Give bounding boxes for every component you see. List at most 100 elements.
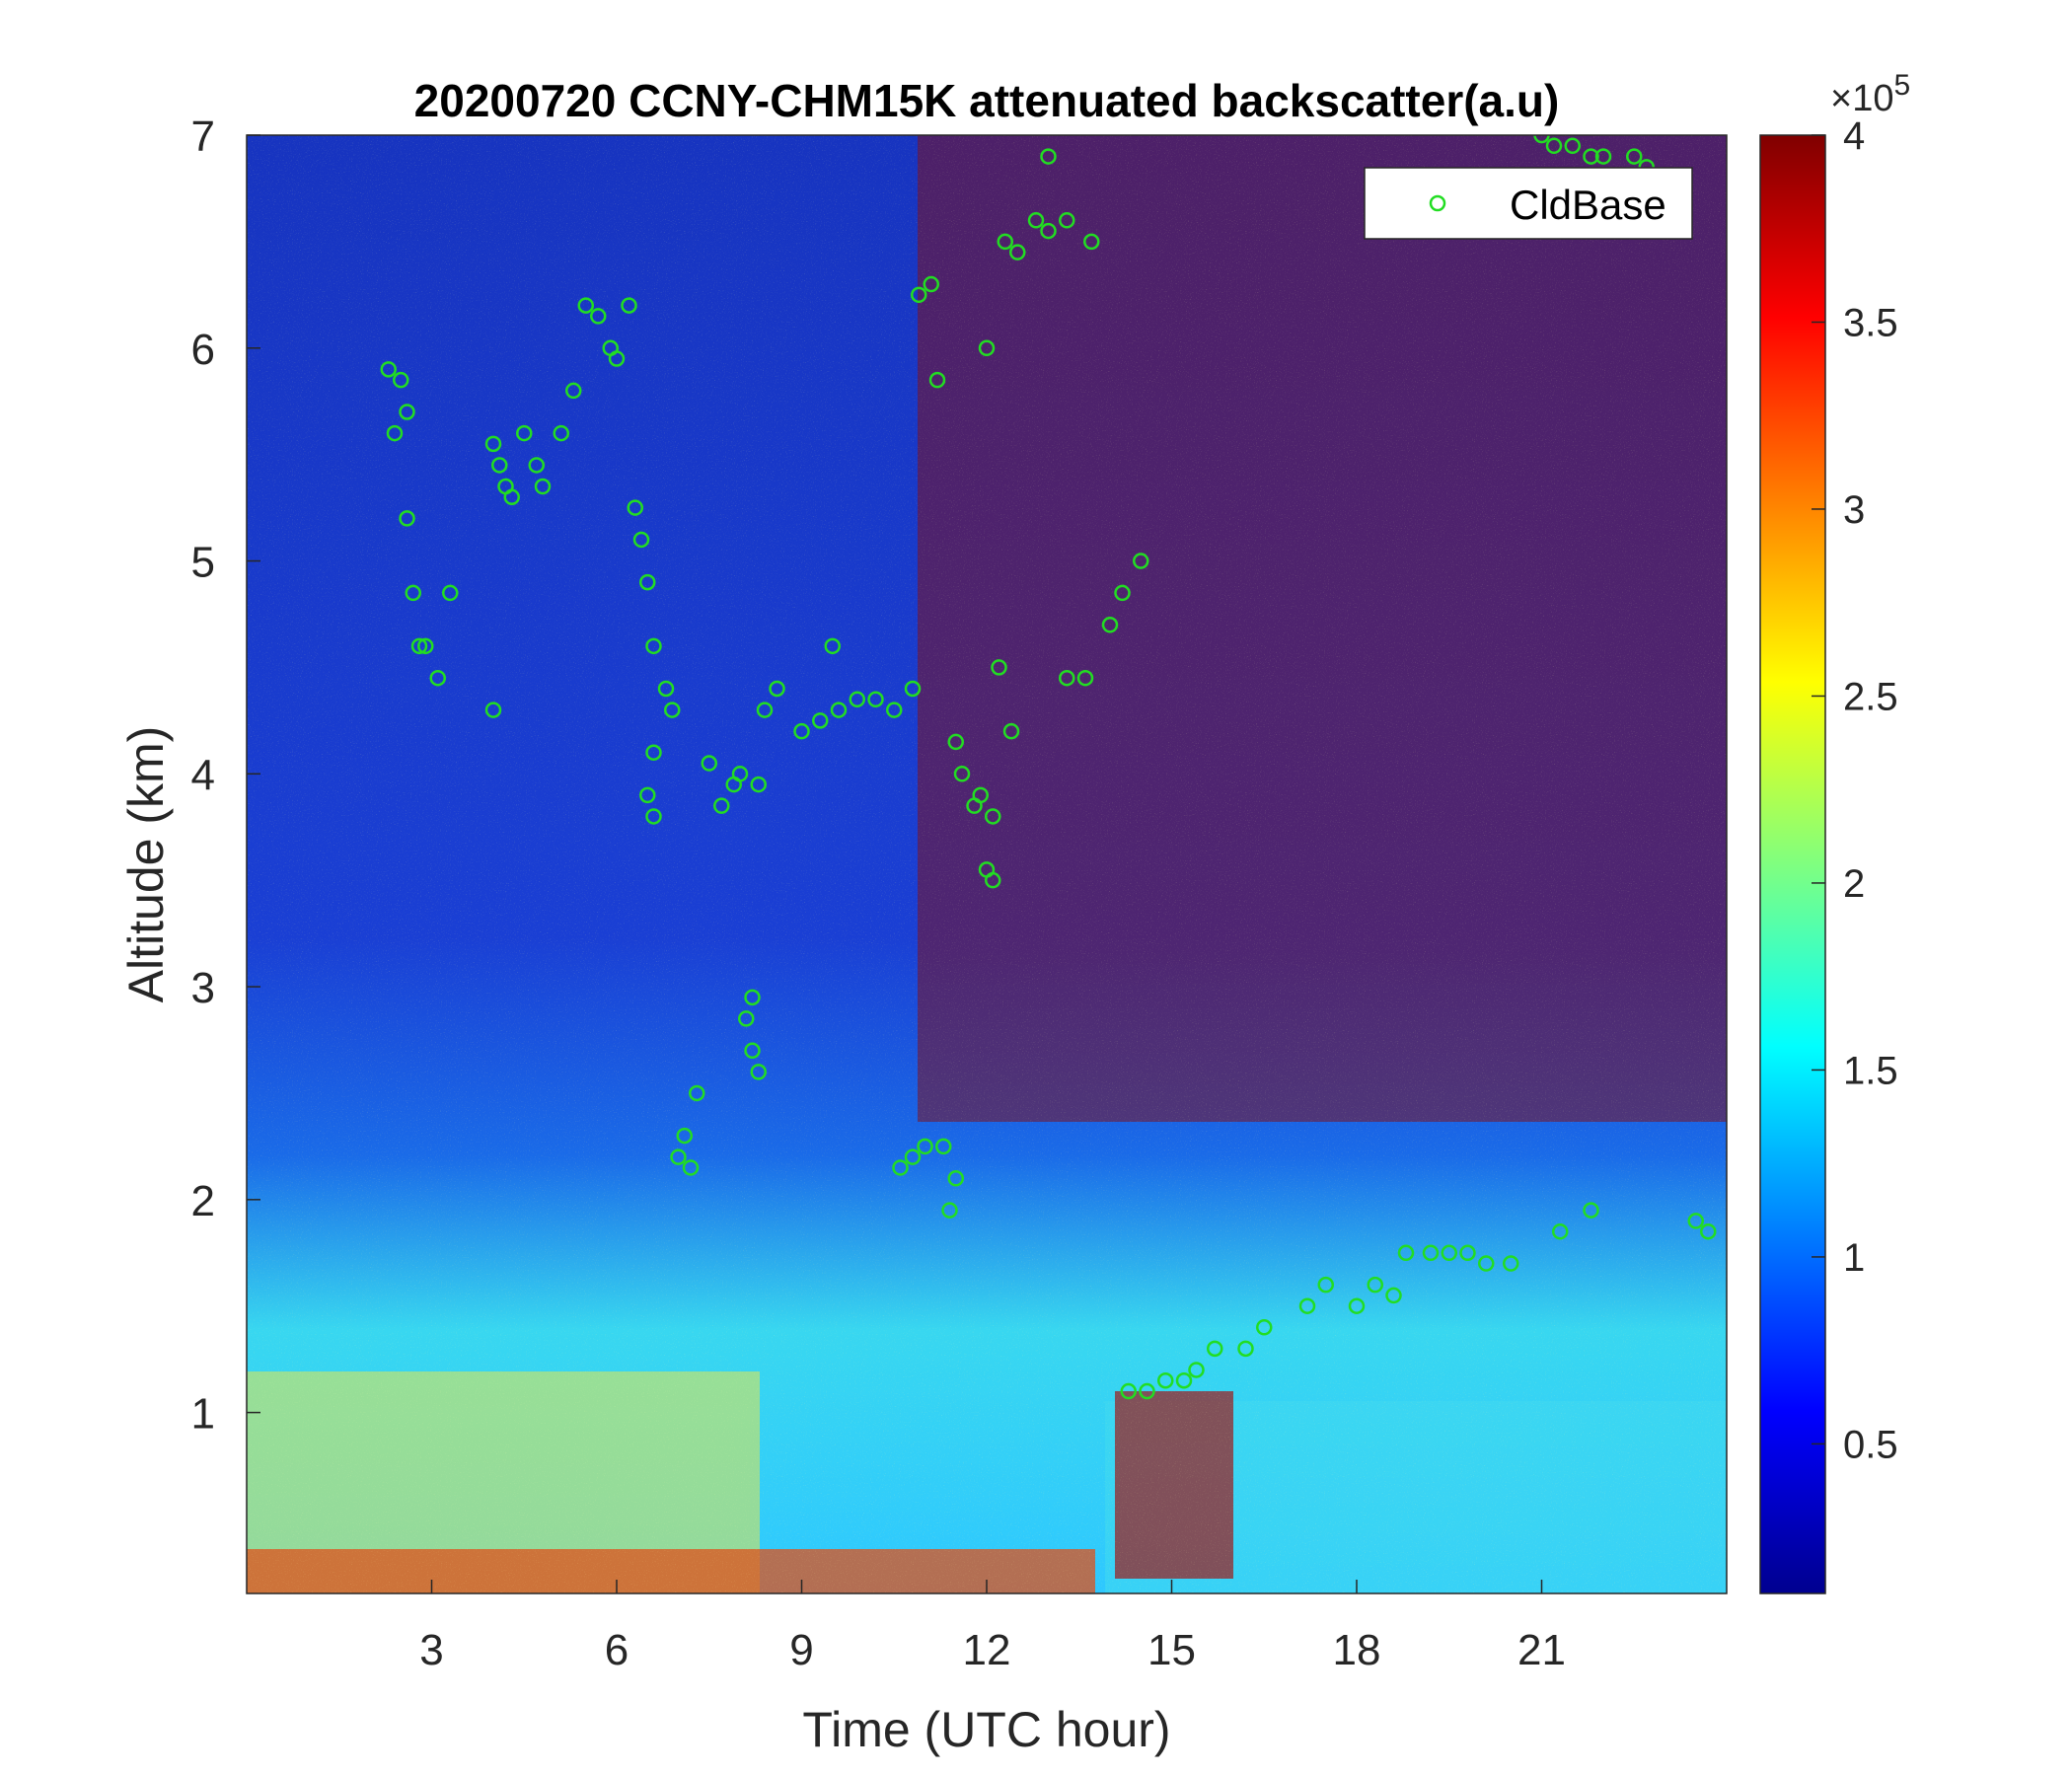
cloud-base-point [756, 702, 774, 718]
cloud-base-point [577, 297, 594, 314]
cloud-base-point [1076, 669, 1094, 687]
cloud-base-point [565, 382, 582, 400]
cloud-base-point [985, 808, 1001, 825]
cloud-base-point [935, 1138, 952, 1155]
cloud-base-point [892, 1159, 909, 1176]
cloud-base-point [484, 702, 502, 718]
cloud-base-point [886, 702, 903, 718]
cloud-base-point [738, 1010, 755, 1027]
cloud-base-point [534, 478, 552, 495]
y-tick-label: 7 [191, 112, 215, 161]
cloud-base-point [386, 424, 404, 442]
cloud-base-point [750, 1064, 767, 1080]
cloud-base-point [689, 1084, 705, 1102]
speckle-noise [247, 135, 1727, 1593]
cloud-base-point [1237, 1340, 1254, 1358]
cloud-base-point [1133, 553, 1149, 569]
cloud-base-point [1120, 1382, 1137, 1400]
y-tick-label: 2 [191, 1177, 215, 1225]
cloud-base-point [627, 499, 643, 516]
colorbar-tick-label: 2.5 [1843, 675, 1898, 718]
cloud-base-point [744, 989, 761, 1006]
cloud-base-point [1503, 1255, 1519, 1272]
cloud-base-point [1687, 1213, 1704, 1229]
y-tick-label: 5 [191, 539, 215, 587]
cloud-base-point [1256, 1319, 1273, 1336]
cloud-base-point [941, 1202, 958, 1219]
cloud-base-point [1188, 1362, 1205, 1378]
cloud-base-point [701, 755, 717, 772]
cloud-base-point [657, 680, 675, 698]
cloud-base-point [405, 584, 421, 602]
cloud-base-point [867, 691, 884, 708]
cloud-base-point [639, 786, 656, 804]
plot-area [247, 135, 1727, 1593]
cloud-base-point [442, 584, 459, 602]
cloud-base-point [664, 702, 681, 718]
cloud-base-point [608, 350, 626, 367]
cloud-base-point [484, 435, 502, 453]
cloud-base-point [553, 424, 569, 442]
cloud-base-point [1348, 1297, 1366, 1314]
cloud-base-point [972, 786, 989, 804]
cloud-base-point [849, 691, 865, 708]
cloud-base-point [947, 733, 964, 751]
colorbar-tick-label: 1 [1843, 1236, 1865, 1280]
cloud-base-point [1545, 137, 1563, 155]
cloud-base-point [1040, 222, 1057, 240]
cloud-base-point [750, 776, 767, 793]
cloud-base-point [904, 1148, 922, 1165]
legend: CldBase [1364, 167, 1693, 240]
colorbar-tick-label: 2 [1843, 862, 1865, 906]
cloud-base-point [399, 404, 415, 420]
cloud-base-point [429, 669, 446, 687]
colorbar-exponent: ×105 [1830, 69, 1910, 119]
x-tick-label: 9 [789, 1626, 813, 1674]
cloud-base-point [824, 637, 841, 655]
cloud-base-point [1040, 148, 1057, 165]
cloud-base-point [516, 424, 533, 442]
x-axis: 3 6 9 12 15 18 21 [419, 1580, 1566, 1674]
cloud-base-point [1564, 137, 1581, 155]
cloud-base-point [1114, 584, 1131, 602]
cloud-base-point [1478, 1255, 1495, 1272]
colorbar-tick-label: 3 [1843, 488, 1865, 532]
cloud-base-point [928, 371, 946, 389]
y-tick-label: 3 [191, 964, 215, 1012]
x-tick-label: 18 [1333, 1626, 1381, 1674]
cloud-base-point [812, 712, 829, 729]
cloud-base-point [1367, 1276, 1383, 1294]
x-axis-label: Time (UTC hour) [802, 1702, 1170, 1757]
colorbar-tick-label: 0.5 [1843, 1423, 1898, 1466]
cloud-base-point [769, 680, 785, 698]
cloud-base-point [953, 766, 971, 782]
cloud-base-point [1583, 148, 1599, 165]
cloud-base-point [1533, 135, 1550, 144]
cloud-base-point [1626, 148, 1643, 165]
cloud-base-point [904, 680, 922, 698]
y-tick-label: 6 [191, 326, 215, 374]
cloud-base-point [1317, 1276, 1334, 1294]
cloud-base-point [1002, 722, 1020, 740]
cloud-base-point [1101, 617, 1119, 633]
cloud-base-point [1298, 1297, 1316, 1314]
cloud-base-point [1397, 1244, 1415, 1262]
cloud-base-point [645, 808, 662, 825]
cloud-base-point [917, 1138, 933, 1155]
cloud-base-point [1059, 669, 1075, 687]
cloud-base-point [682, 1159, 700, 1176]
cloud-base-point [1059, 212, 1075, 229]
cloud-base-point [632, 531, 650, 549]
cloud-base-point [1700, 1222, 1717, 1240]
cloud-base-point [410, 637, 428, 655]
colorbar: 0.5 1 1.5 2 2.5 3 3.5 4 ×105 [1759, 69, 1910, 1594]
cloud-base-point [491, 457, 508, 474]
cloud-base-point [911, 286, 927, 304]
x-tick-label: 15 [1147, 1626, 1196, 1674]
cloud-base-point [1009, 244, 1026, 260]
colorbar-tick-label: 1.5 [1843, 1049, 1898, 1092]
x-tick-label: 12 [963, 1626, 1011, 1674]
cloud-base-point [417, 637, 434, 655]
cloud-base-point [399, 510, 415, 527]
